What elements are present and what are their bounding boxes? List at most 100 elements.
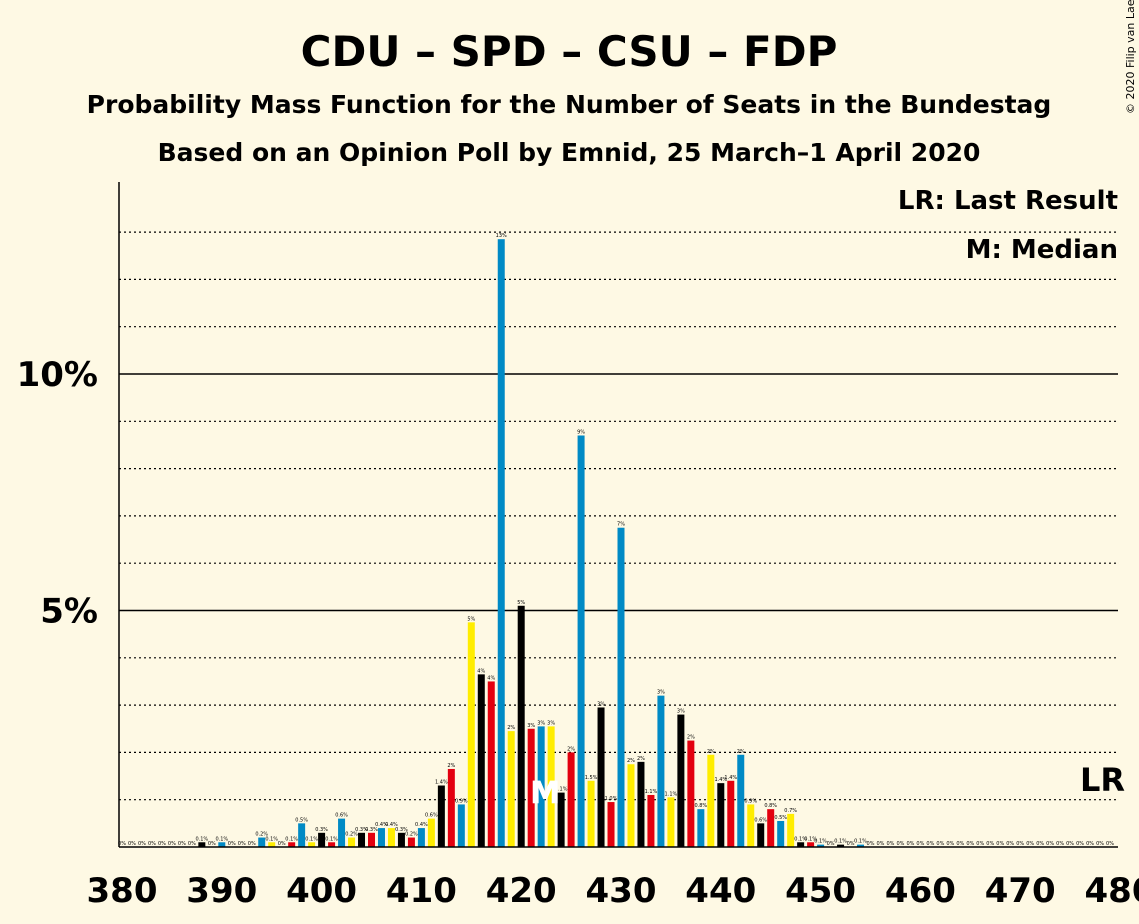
bar-439 [707,754,715,847]
median-marker: M [530,776,560,811]
bar-label-397: 0.1% [285,836,298,842]
bar-label-476: 0% [1076,841,1084,847]
x-tick-label: 430 [586,871,657,911]
bar-label-396: 0% [278,841,286,847]
bar-label-389: 0% [208,841,216,847]
bar-label-425: 2% [567,746,575,752]
bar-label-479: 0% [1106,841,1114,847]
last-result-marker: LR [1080,761,1125,799]
bar-label-446: 0.5% [774,815,787,821]
bar-390 [218,842,226,847]
bar-388 [198,842,206,847]
bar-label-475: 0% [1066,841,1074,847]
bar-label-445: 0.8% [764,803,777,809]
bar-403 [348,837,356,847]
bar-label-391: 0% [228,841,236,847]
bar-label-438: 0.8% [694,803,707,809]
bar-label-390: 0.1% [215,836,228,842]
bar-label-477: 0% [1086,841,1094,847]
bar-401 [328,842,336,847]
bar-label-429: 1.0% [605,796,618,802]
bar-415 [467,622,475,847]
bar-label-433: 1.1% [645,789,658,795]
bar-label-387: 0% [188,841,196,847]
bars-group [198,239,865,847]
bar-label-470: 0% [1016,841,1024,847]
bar-label-436: 3% [677,709,685,715]
bar-label-473: 0% [1046,841,1054,847]
bar-label-393: 0% [248,841,256,847]
bar-label-431: 2% [627,758,635,764]
bar-446 [777,820,785,847]
bar-label-439: 2% [707,749,715,755]
bar-label-416: 4% [477,668,485,674]
bar-445 [767,809,775,847]
bar-402 [338,818,346,847]
bar-395 [268,842,276,847]
copyright-text: © 2020 Filip van Laenen [1124,0,1137,114]
bar-454 [857,844,865,847]
bar-label-447: 0.7% [784,808,797,814]
bar-label-381: 0% [128,841,136,847]
bar-label-380: 0% [118,841,126,847]
bar-label-419: 2% [507,725,515,731]
y-tick-label: 5% [40,592,98,632]
bar-414 [457,804,465,847]
bar-420 [517,605,525,847]
bar-label-413: 2% [447,763,455,769]
bar-label-467: 0% [986,841,994,847]
bar-407 [387,828,395,847]
bar-432 [637,761,645,847]
bar-label-388: 0.1% [195,836,208,842]
bar-label-420: 5% [517,600,525,606]
bar-label-444: 0.6% [754,817,767,823]
bar-label-452: 0.1% [834,839,847,845]
bar-label-399: 0.1% [305,836,318,842]
bar-label-410: 0.4% [415,822,428,828]
bar-449 [807,842,815,847]
bar-412 [437,785,445,847]
chart-title: CDU – SPD – CSU – FDP [301,27,838,76]
bar-label-395: 0.1% [265,836,278,842]
bar-label-462: 0% [936,841,944,847]
bar-422 [537,726,545,847]
bar-label-455: 0% [867,841,875,847]
bar-447 [787,813,795,847]
legend-last-result: LR: Last Result [898,186,1118,216]
bar-440 [717,783,725,847]
bar-413 [447,768,455,847]
x-tick-label: 470 [985,871,1056,911]
bar-label-424: 1.1% [555,787,568,793]
bar-label-453: 0% [847,841,855,847]
bar-label-440: 1.4% [714,777,727,783]
bar-label-449: 0.1% [804,836,817,842]
bar-label-460: 0% [916,841,924,847]
bar-label-451: 0% [827,841,835,847]
bar-label-400: 0.3% [315,827,328,833]
bar-label-421: 3% [527,723,535,729]
bar-label-466: 0% [976,841,984,847]
bar-409 [407,837,415,847]
bar-label-463: 0% [946,841,954,847]
bar-label-412: 1.4% [435,780,448,786]
bar-label-441: 1.4% [724,775,737,781]
bar-label-465: 0% [966,841,974,847]
bar-448 [797,842,805,847]
bar-label-382: 0% [138,841,146,847]
chart-subtitle-poll: Based on an Opinion Poll by Emnid, 25 Ma… [158,138,981,167]
bar-434 [657,695,665,847]
x-tick-label: 400 [286,871,357,911]
bar-label-471: 0% [1026,841,1034,847]
x-tick-label: 390 [186,871,257,911]
x-tick-label: 480 [1085,871,1139,911]
bar-416 [477,674,485,847]
bar-label-422: 3% [537,720,545,726]
x-tick-label: 410 [386,871,457,911]
bar-label-461: 0% [926,841,934,847]
bar-435 [667,797,675,847]
y-tick-label: 10% [17,355,98,395]
bar-label-423: 3% [547,720,555,726]
bar-label-428: 3% [597,701,605,707]
grid-lines [119,231,1118,801]
